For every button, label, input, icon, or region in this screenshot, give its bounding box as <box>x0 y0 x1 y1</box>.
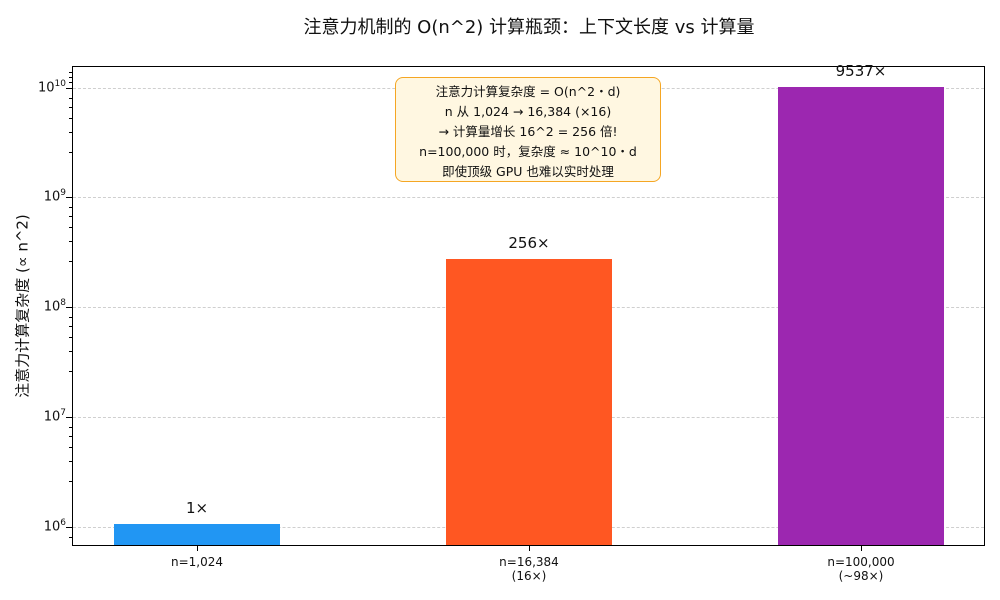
y-tick-mark <box>66 88 72 89</box>
x-tick-label-n100000: n=100,000 (~98×) <box>827 555 895 583</box>
annotation-box: 注意力计算复杂度 = O(n^2・d) n 从 1,024 → 16,384 (… <box>395 77 661 182</box>
chart-title: 注意力机制的 O(n^2) 计算瓶颈：上下文长度 vs 计算量 <box>303 17 755 38</box>
x-tick-label-n1024: n=1,024 <box>170 555 223 569</box>
y-tick-mark <box>66 417 72 418</box>
annotation-line: n=100,000 时，复杂度 ≈ 10^10・d <box>419 144 637 159</box>
bar-value-label: 1× <box>185 499 209 517</box>
y-tick-1e6: 106 <box>43 518 66 535</box>
annotation-line: → 计算量增长 16^2 = 256 倍! <box>438 124 618 139</box>
y-tick-1e7: 107 <box>43 408 66 425</box>
y-tick-mark <box>66 197 72 198</box>
plot-area <box>72 66 985 546</box>
bar-n16384[interactable] <box>446 259 612 545</box>
bar-value-label: 256× <box>508 234 550 252</box>
x-tick-label-n16384: n=16,384 (16×) <box>499 555 559 583</box>
y-tick-1e9: 109 <box>43 188 66 205</box>
annotation-line: 注意力计算复杂度 = O(n^2・d) <box>435 84 621 99</box>
y-tick-1e8: 108 <box>43 298 66 315</box>
bar-n100000[interactable] <box>778 87 944 545</box>
x-tick-mark <box>529 546 530 551</box>
bar-n1024[interactable] <box>114 524 280 545</box>
gridline <box>73 197 984 198</box>
annotation-line: 即使顶级 GPU 也难以实时处理 <box>442 164 614 179</box>
y-tick-1e10: 1010 <box>38 79 66 96</box>
y-tick-mark <box>66 307 72 308</box>
annotation-line: n 从 1,024 → 16,384 (×16) <box>444 104 612 119</box>
bar-value-label: 9537× <box>835 62 887 80</box>
y-axis-label: 注意力计算复杂度 (∝ n^2) <box>13 214 32 398</box>
y-tick-mark <box>66 527 72 528</box>
x-tick-mark <box>197 546 198 551</box>
x-tick-mark <box>861 546 862 551</box>
